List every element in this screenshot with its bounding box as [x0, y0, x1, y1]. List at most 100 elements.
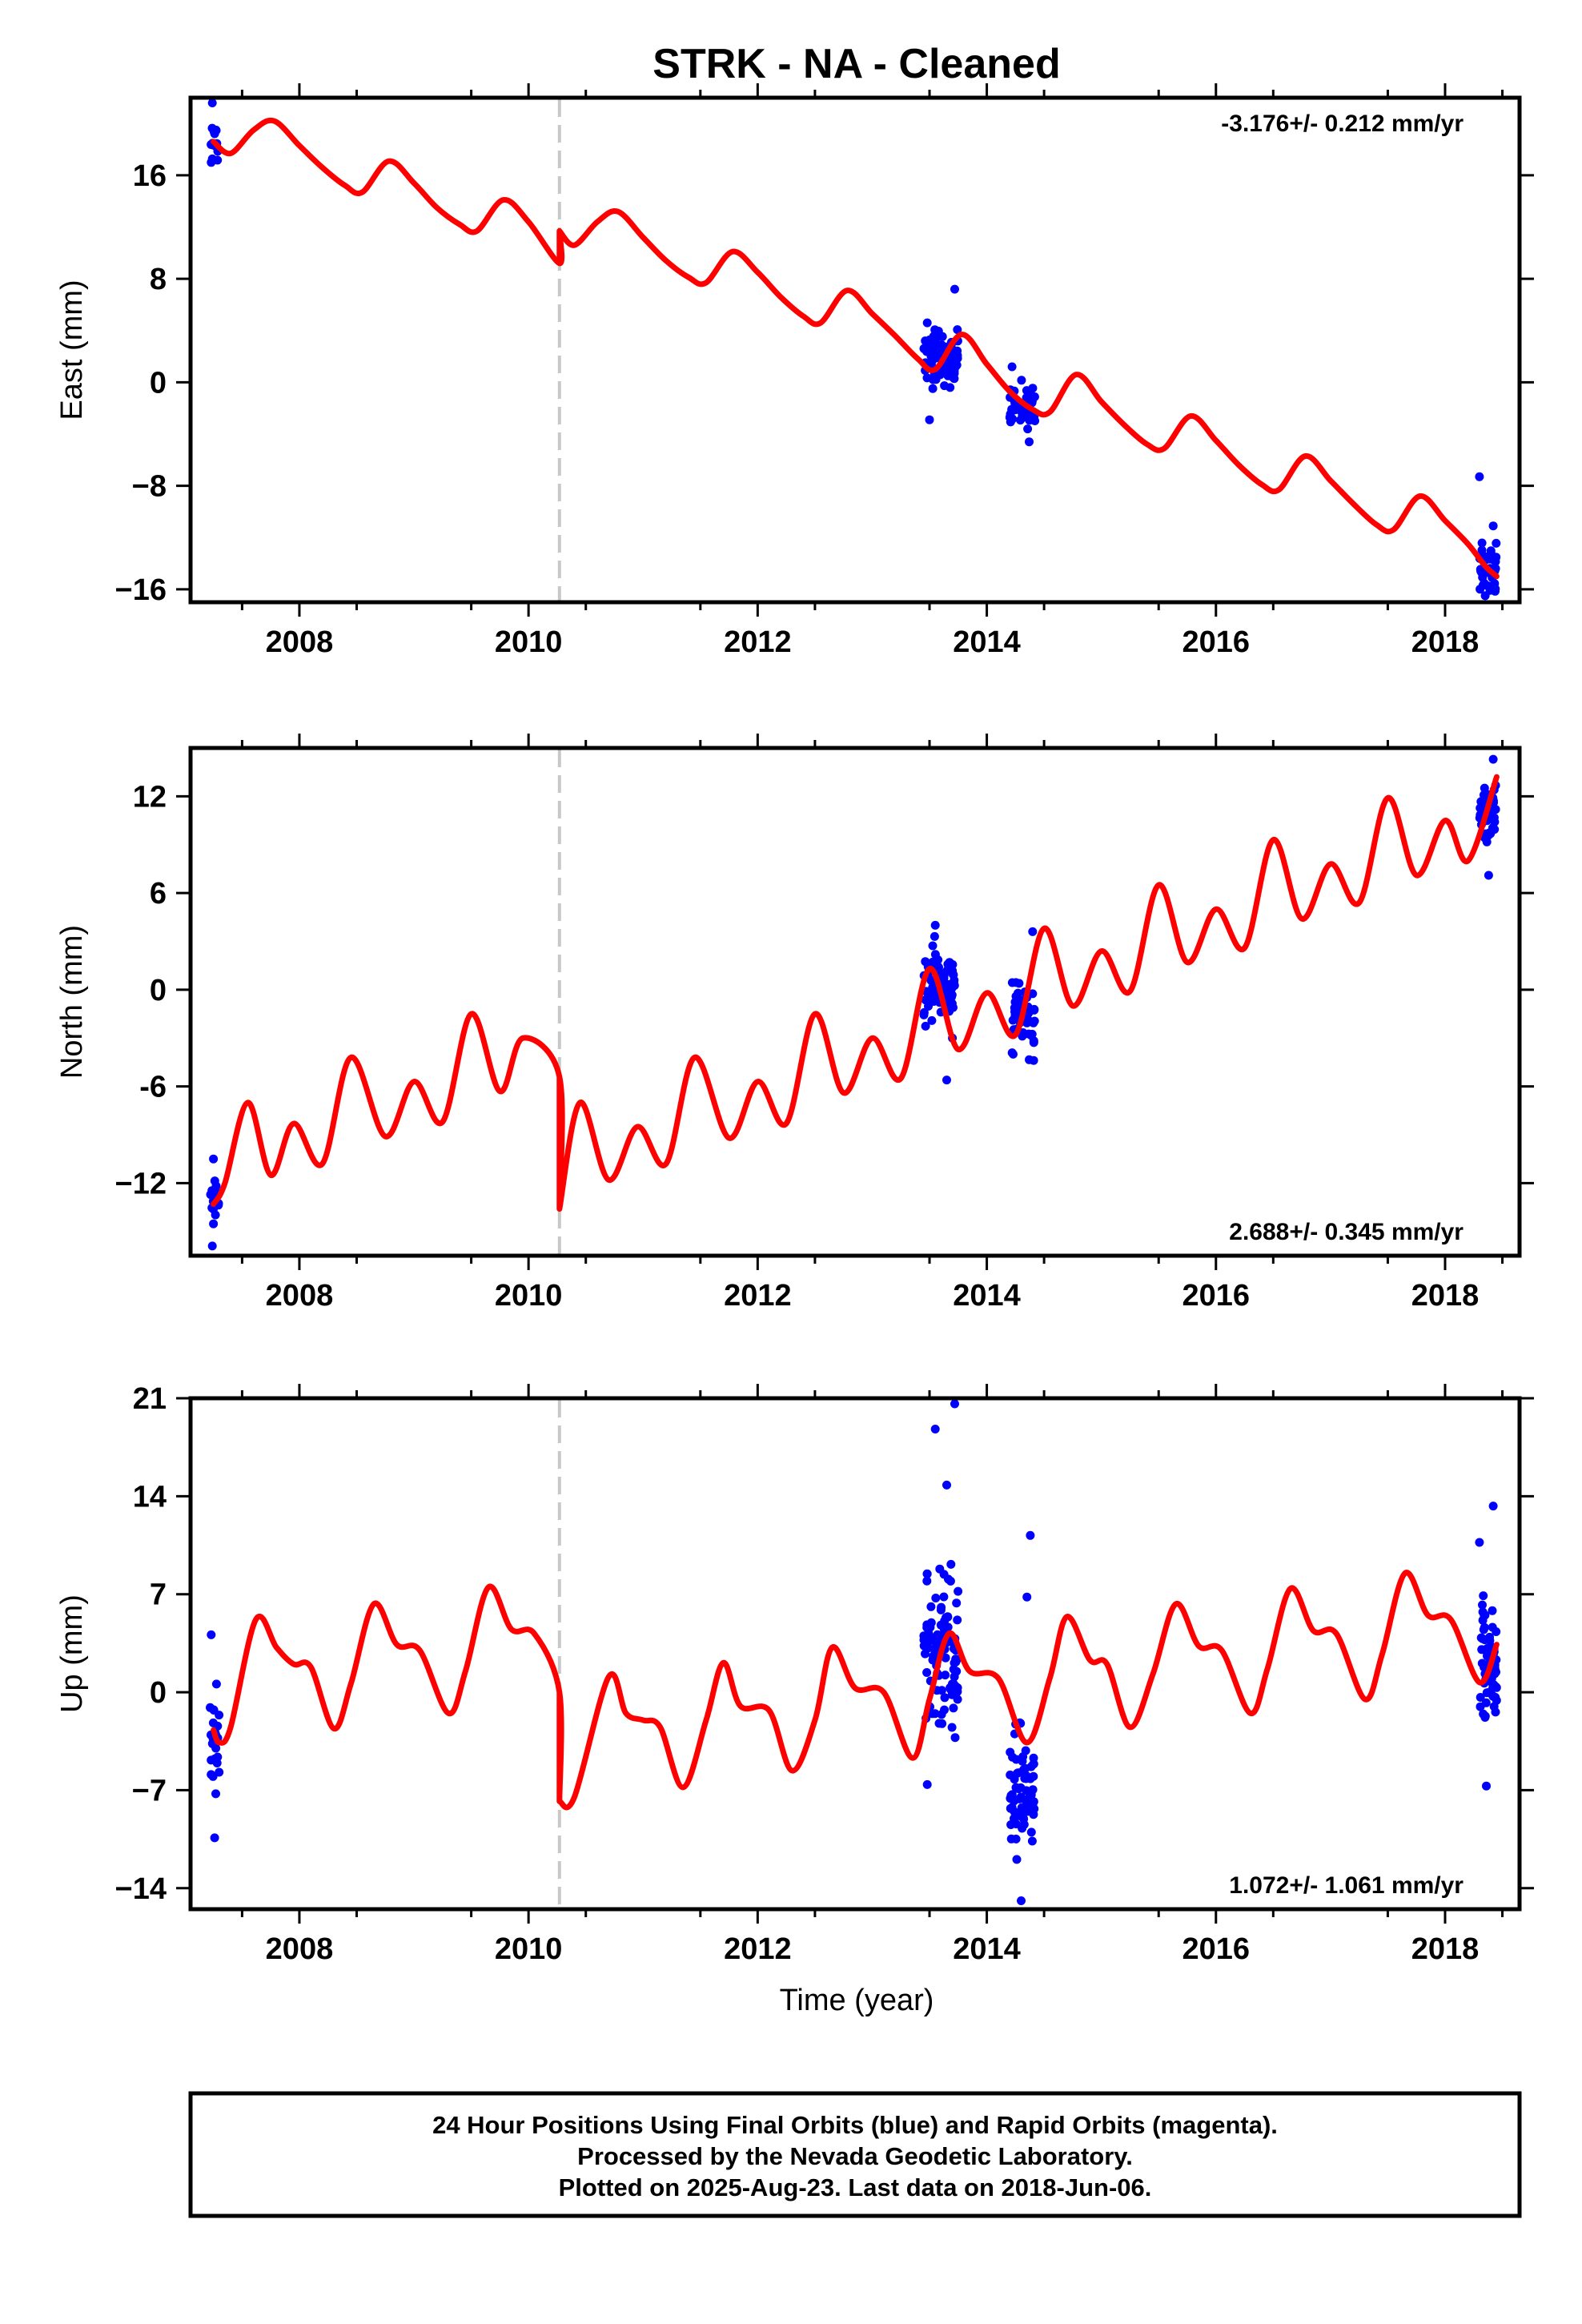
- up-data-point: [1022, 1592, 1032, 1602]
- east-data-point: [1477, 538, 1487, 548]
- up-data-point: [1022, 1774, 1031, 1783]
- north-x-tick-label: 2012: [724, 1279, 792, 1313]
- up-data-point: [1488, 1606, 1497, 1615]
- up-data-point: [1476, 1693, 1485, 1702]
- east-data-point: [1028, 384, 1038, 393]
- up-data-point: [1014, 1810, 1024, 1819]
- up-data-point: [946, 1576, 955, 1586]
- up-data-point: [207, 1770, 216, 1779]
- east-data-point: [1027, 396, 1037, 406]
- up-data-point: [215, 1711, 224, 1720]
- north-data-point: [1488, 810, 1497, 819]
- east-y-tick-label: −8: [132, 470, 167, 504]
- up-x-tick-label: 2012: [724, 1932, 792, 1966]
- up-data-point: [1475, 1538, 1484, 1547]
- up-data-point: [1014, 1794, 1024, 1803]
- north-data-point: [209, 1188, 219, 1197]
- up-data-point: [951, 1655, 961, 1664]
- north-x-tick-label: 2014: [953, 1279, 1021, 1313]
- up-data-point: [1479, 1591, 1488, 1601]
- east-data-point: [946, 368, 956, 377]
- up-data-point: [1027, 1836, 1037, 1846]
- north-data-point: [209, 1154, 219, 1164]
- north-data-point: [1029, 1018, 1038, 1027]
- up-data-point: [211, 1743, 221, 1753]
- east-observations: [207, 99, 1501, 601]
- east-x-tick-label: 2012: [724, 625, 792, 659]
- up-data-point: [947, 1690, 957, 1699]
- east-y-tick-label: 8: [150, 263, 167, 296]
- up-data-point: [1478, 1600, 1487, 1610]
- up-y-tick-label: 14: [133, 1480, 167, 1514]
- north-data-point: [1486, 829, 1496, 838]
- up-data-point: [211, 1789, 220, 1799]
- footer-box: 24 Hour Positions Using Final Orbits (bl…: [188, 2091, 1522, 2218]
- north-data-point: [930, 920, 940, 930]
- north-model-curve: [211, 774, 1500, 1212]
- up-x-tick-label: 2008: [266, 1932, 334, 1966]
- up-data-point: [939, 1592, 949, 1602]
- up-data-point: [932, 1642, 942, 1651]
- north-data-point: [930, 931, 939, 941]
- up-data-point: [211, 1679, 221, 1689]
- up-observations: [206, 1399, 1501, 1905]
- east-data-point: [921, 344, 930, 354]
- east-x-tick-label: 2016: [1182, 625, 1251, 659]
- up-data-point: [1009, 1771, 1018, 1781]
- up-data-point: [1008, 1752, 1018, 1762]
- up-data-point: [941, 1653, 950, 1663]
- north-data-point: [945, 999, 954, 1009]
- east-y-tick-label: −16: [115, 573, 167, 607]
- north-y-axis-label: North (mm): [55, 925, 89, 1079]
- up-data-point: [930, 1425, 940, 1433]
- up-panel: 2008 2010 2012 2014 2016 2018 −14 −7 0 7 14 21 Up (m…: [55, 1382, 1534, 1966]
- up-y-tick-label: 7: [150, 1578, 167, 1612]
- east-data-point: [1475, 472, 1484, 481]
- east-data-point: [925, 415, 934, 424]
- up-data-point: [928, 1709, 938, 1719]
- east-data-point: [953, 351, 962, 360]
- north-data-point: [1028, 927, 1038, 936]
- north-data-point: [1026, 1031, 1036, 1040]
- up-data-point: [206, 1703, 215, 1712]
- east-y-tick-label: 0: [150, 366, 167, 400]
- up-data-point: [1026, 1790, 1036, 1799]
- east-data-point: [1017, 376, 1026, 385]
- up-data-point: [953, 1683, 962, 1693]
- up-data-point: [939, 1570, 949, 1579]
- up-data-point: [1026, 1530, 1035, 1540]
- up-data-point: [934, 1719, 944, 1728]
- north-data-point: [209, 1204, 218, 1214]
- east-x-tick-label: 2010: [495, 625, 563, 659]
- north-data-point: [1022, 1018, 1032, 1027]
- north-data-point: [943, 959, 953, 969]
- up-data-point: [926, 1602, 936, 1611]
- east-plot-frame: [188, 95, 1522, 605]
- east-data-point: [207, 99, 217, 107]
- north-data-point: [1007, 978, 1017, 987]
- north-plot-frame: [188, 746, 1522, 1258]
- north-rate-label: 2.688+/- 0.345 mm/yr: [1229, 1219, 1464, 1245]
- up-data-point: [946, 1559, 956, 1569]
- east-data-point: [1477, 545, 1487, 555]
- north-data-point: [210, 1176, 219, 1186]
- up-data-point: [1485, 1636, 1495, 1646]
- up-data-point: [954, 1586, 963, 1596]
- up-data-point: [1491, 1707, 1500, 1717]
- up-data-point: [1489, 1680, 1499, 1690]
- east-rate-label: -3.176+/- 0.212 mm/yr: [1221, 111, 1464, 137]
- north-data-point: [924, 1002, 933, 1011]
- up-data-point: [950, 1733, 960, 1743]
- north-x-tick-label: 2010: [495, 1279, 563, 1313]
- east-data-point: [924, 337, 934, 347]
- up-data-point: [929, 1651, 938, 1661]
- east-data-point: [1492, 538, 1501, 548]
- north-y-tick-label: −12: [115, 1167, 167, 1200]
- north-data-point: [1488, 754, 1498, 764]
- up-y-tick-label: −14: [115, 1872, 167, 1906]
- east-data-point: [1488, 521, 1498, 531]
- east-x-tick-label: 2008: [266, 625, 334, 659]
- east-data-point: [950, 284, 959, 294]
- up-data-point: [210, 1833, 219, 1843]
